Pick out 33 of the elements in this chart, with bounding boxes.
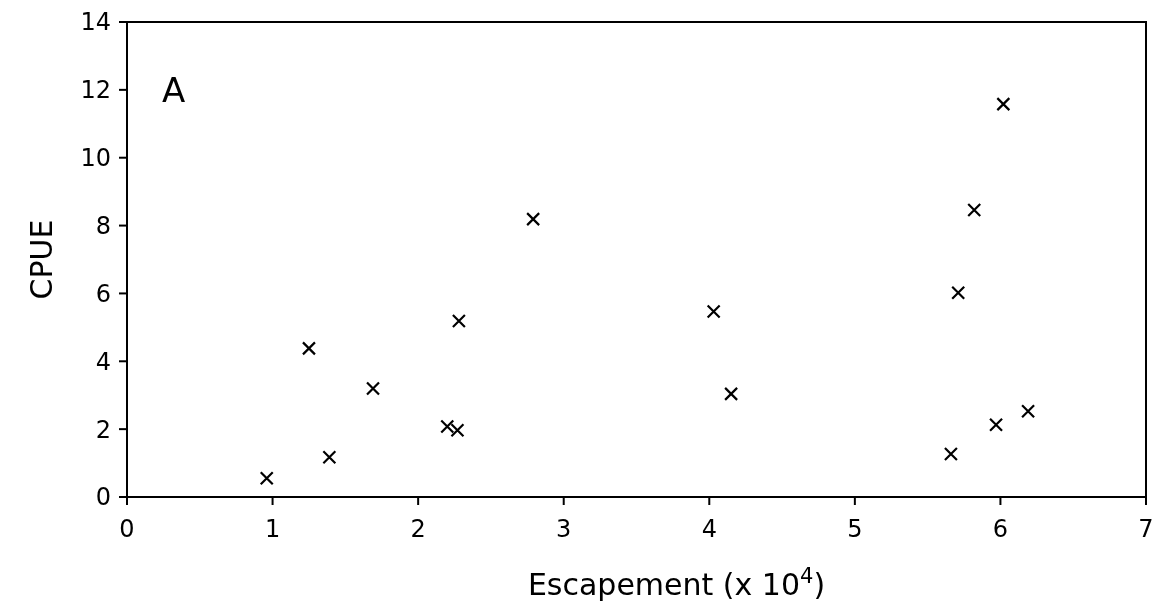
x-tick-label: 2 <box>410 515 426 543</box>
x-tick-label: 1 <box>264 515 281 543</box>
point <box>724 386 739 401</box>
x-tick-label: 4 <box>701 515 717 543</box>
x-tick-label: 7 <box>1138 515 1154 543</box>
y-tick-label: 10 <box>80 144 111 173</box>
point <box>951 285 966 300</box>
x-tick-label: 3 <box>556 515 572 543</box>
y-tick-label: 12 <box>80 76 111 105</box>
point <box>988 417 1004 432</box>
point <box>365 381 381 396</box>
x-axis-title: Escapement (x 10$^{4}$) <box>527 564 826 602</box>
x-tick-label: 6 <box>992 515 1009 543</box>
point <box>1020 404 1036 419</box>
x-tick-label: 0 <box>119 515 135 543</box>
x-tick-label: 5 <box>847 515 863 543</box>
point <box>526 212 541 227</box>
point <box>943 446 959 462</box>
point <box>301 341 317 356</box>
y-tick-label: 4 <box>95 347 111 376</box>
point <box>259 471 274 486</box>
y-tick-label: 2 <box>95 415 111 444</box>
annotation: A <box>162 70 186 110</box>
y-axis-title: CPUE <box>24 219 59 300</box>
y-tick-label: 0 <box>95 483 111 512</box>
point <box>996 97 1011 112</box>
y-tick-label: 6 <box>95 279 111 308</box>
point <box>451 313 466 329</box>
point <box>967 202 982 218</box>
y-tick-label: 14 <box>80 8 111 37</box>
point <box>706 304 721 319</box>
y-tick-label: 8 <box>95 211 111 240</box>
point <box>322 450 337 465</box>
